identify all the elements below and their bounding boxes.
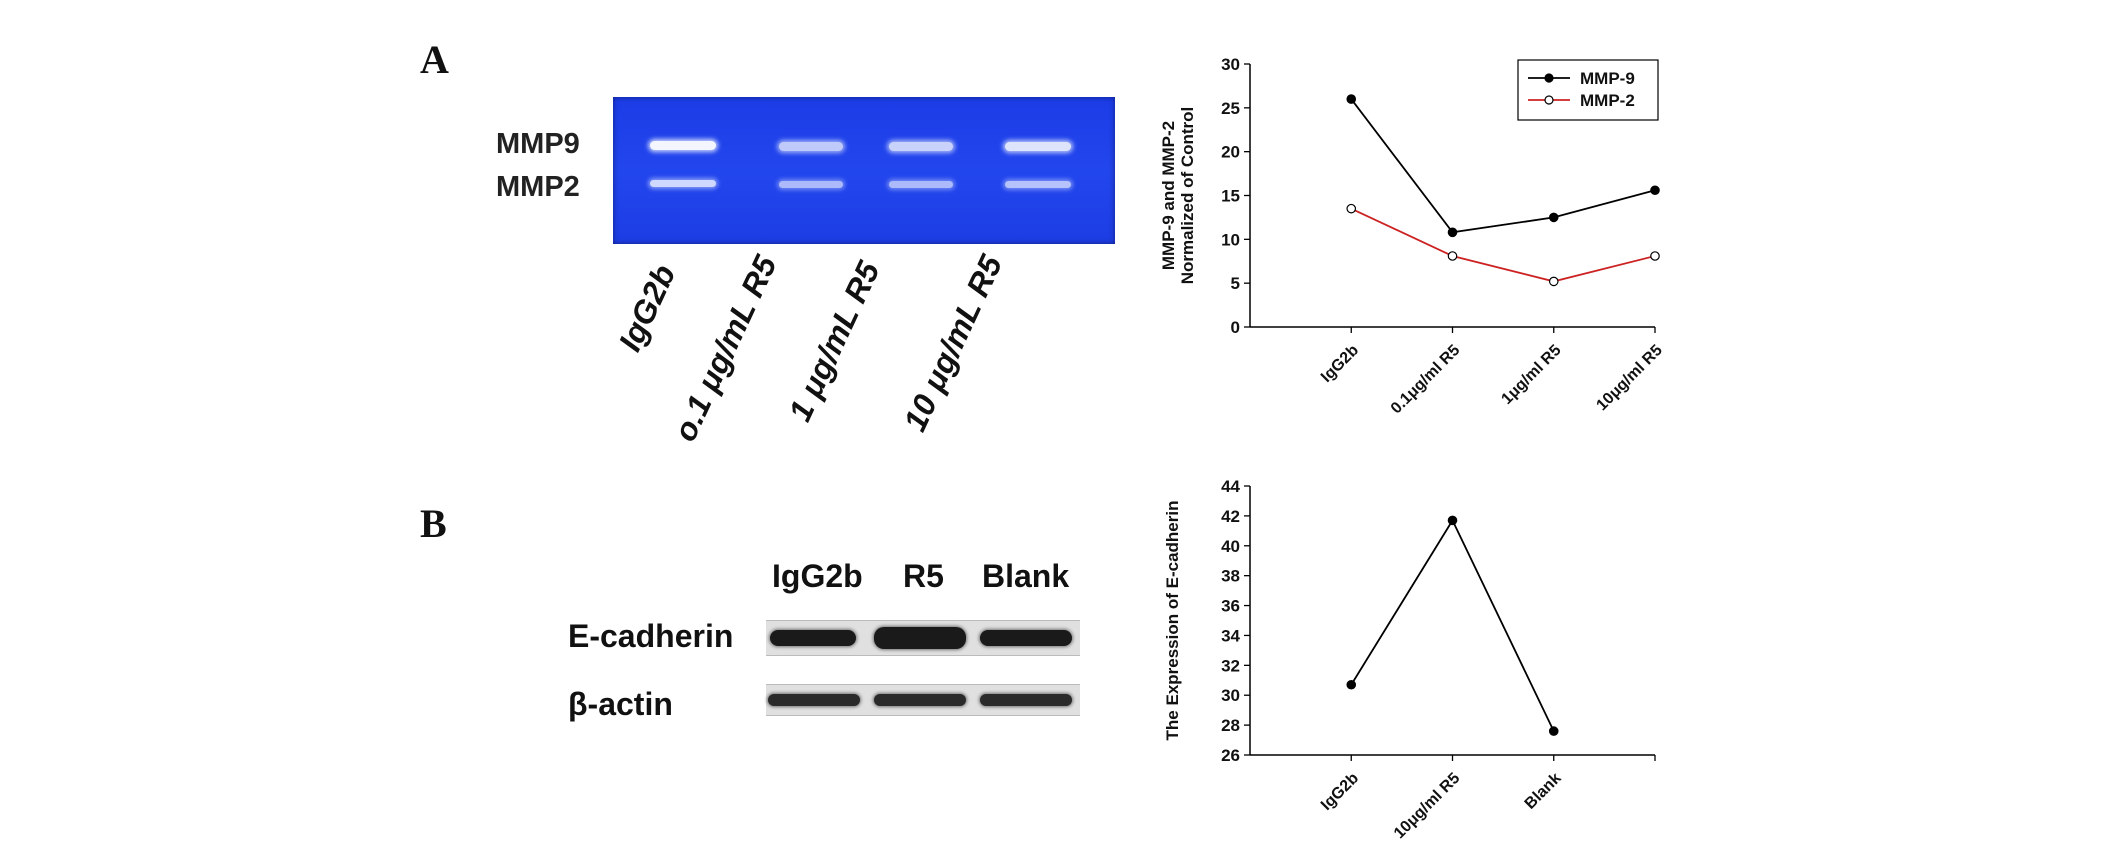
gel-row-label-mmp9: MMP9 [496, 128, 580, 160]
x-tick-label: Blank [1522, 770, 1565, 813]
gel-lane-label-0.1: o.1 μg/mL R5 [666, 250, 784, 447]
e-cadherin-line-chart: 26 28 30 32 34 36 38 40 42 44 IgG2b 10μg/ml R5 Blank… [1163, 477, 1656, 840]
data-point [1346, 94, 1357, 104]
series-line-mmp-2 [1350, 207, 1656, 283]
gel-band-mmp2-lane2 [779, 181, 843, 188]
gel-lane-label-1: 1 μg/mL R5 [781, 255, 887, 427]
data-point [1650, 185, 1660, 196]
blot-row-label-beta-actin: β-actin [568, 686, 673, 722]
series-line-series [1350, 518, 1555, 732]
y-axis-label: The Expression of E-cadherin [1163, 501, 1182, 741]
gel-lane-label-igg2b: IgG2b [611, 259, 683, 357]
y-tick-label: 0 [1231, 318, 1240, 337]
blot-band-beta-actin-igg2b [768, 694, 860, 706]
panel-label-a: A [420, 37, 449, 82]
legend-marker [1544, 95, 1554, 105]
blot-band-e-cadherin-igg2b [770, 630, 856, 646]
gel-band-mmp9-lane3 [889, 142, 953, 151]
legend-label: MMP-9 [1580, 69, 1635, 88]
y-tick-label: 30 [1221, 686, 1240, 705]
y-tick-label: 32 [1221, 656, 1240, 675]
y-tick-label: 15 [1221, 187, 1240, 206]
gel-row-label-mmp2: MMP2 [496, 171, 580, 203]
gel-band-mmp9-lane2 [779, 142, 843, 151]
gel-band-mmp9-lane1 [650, 141, 716, 150]
x-tick-label: 1μg/ml R5 [1498, 342, 1564, 408]
y-tick-label: 44 [1221, 477, 1240, 496]
data-point [1447, 251, 1458, 261]
gel-lane-label-10: 10 μg/mL R5 [896, 249, 1010, 437]
x-tick-label: 10μg/ml R5 [1391, 770, 1463, 840]
y-tick-label: 26 [1221, 746, 1240, 765]
data-point [1346, 203, 1357, 214]
y-tick-label: 40 [1221, 537, 1240, 556]
blot-column-label-blank: Blank [982, 558, 1070, 594]
y-tick-label: 36 [1221, 597, 1240, 616]
blot-column-label-r5: R5 [903, 558, 944, 594]
y-axis-label: MMP-9 and MMP-2 [1159, 121, 1178, 270]
y-tick-label: 42 [1221, 507, 1240, 526]
legend-label: MMP-2 [1580, 91, 1635, 110]
gel-band-mmp2-lane4 [1005, 181, 1071, 188]
y-tick-label: 34 [1221, 626, 1240, 645]
y-tick-label: 38 [1221, 567, 1240, 586]
gel-band-mmp2-lane3 [889, 181, 953, 188]
x-tick-label: IgG2b [1318, 770, 1362, 814]
data-point [1548, 726, 1559, 736]
data-point [1548, 276, 1559, 287]
panel-label-b: B [420, 501, 447, 546]
gel-band-mmp2-lane1 [650, 180, 716, 187]
x-tick-label: 10μg/ml R5 [1593, 342, 1665, 414]
y-tick-label: 20 [1221, 143, 1240, 162]
y-tick-label: 28 [1221, 716, 1240, 735]
data-point [1548, 212, 1559, 223]
data-point [1346, 679, 1357, 690]
gel-band-mmp9-lane4 [1005, 142, 1071, 151]
blot-column-label-igg2b: IgG2b [772, 558, 863, 594]
blot-band-beta-actin-r5 [874, 694, 966, 706]
data-point [1447, 515, 1458, 526]
blot-strip-e-cadherin [766, 620, 1080, 656]
legend-marker [1544, 73, 1554, 83]
y-axis-label: Normalized of Control [1178, 107, 1197, 285]
blot-strip-beta-actin [766, 684, 1080, 716]
y-tick-label: 5 [1231, 274, 1240, 293]
x-tick-label: IgG2b [1318, 342, 1362, 386]
blot-band-e-cadherin-r5 [874, 627, 966, 649]
legend-box [1517, 59, 1659, 121]
series-line-mmp-9 [1350, 98, 1656, 234]
mmp-line-chart: 0 5 10 15 20 25 30 IgG2b 0.1μg/ml R5 1μg/ml R5 10μ… [1159, 55, 1666, 418]
x-tick-label: 0.1μg/ml R5 [1388, 342, 1464, 418]
y-tick-label: 10 [1221, 230, 1240, 249]
zymography-gel [613, 97, 1115, 244]
data-point [1447, 227, 1458, 238]
y-tick-label: 25 [1221, 99, 1240, 118]
blot-band-e-cadherin-blank [980, 630, 1072, 646]
y-tick-label: 30 [1221, 55, 1240, 74]
blot-band-beta-actin-blank [980, 694, 1072, 706]
blot-row-label-e-cadherin: E-cadherin [568, 618, 734, 654]
data-point [1650, 251, 1660, 261]
